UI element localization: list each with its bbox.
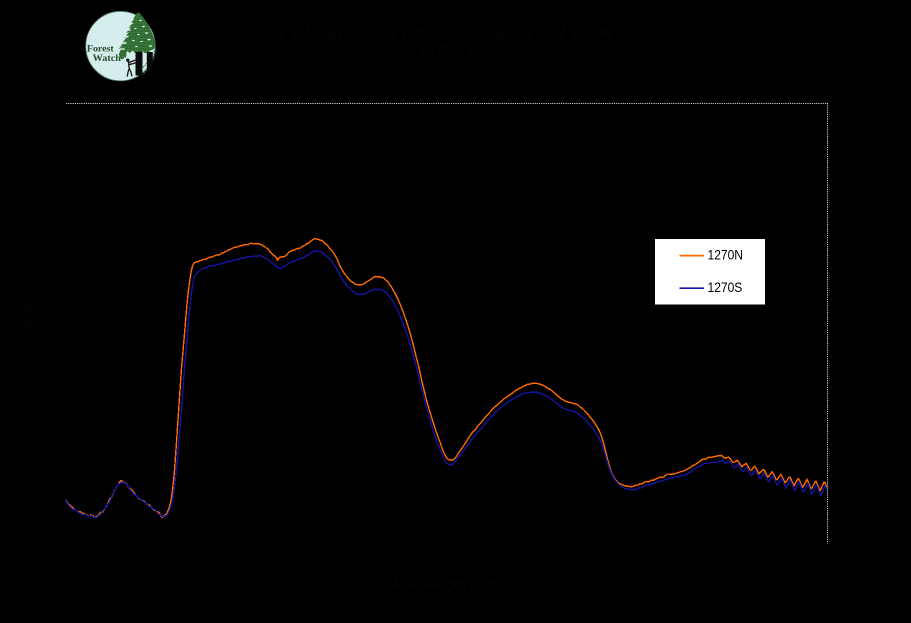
svg-text:1270S (#2): 1270S (#2): [418, 42, 496, 59]
svg-text:Wavelength (nm): Wavelength (nm): [390, 576, 501, 592]
svg-text:% Reflectance: % Reflectance: [20, 279, 35, 365]
svg-text:Forest: Forest: [87, 44, 115, 54]
svg-text:1270N: 1270N: [708, 247, 744, 263]
svg-text:Fig. 4. Mean Spectral Reflect: Fig. 4. Mean Spectral Reflectance Signat…: [262, 26, 640, 43]
svg-text:Watch: Watch: [93, 53, 122, 64]
svg-text:1270S: 1270S: [708, 279, 743, 295]
